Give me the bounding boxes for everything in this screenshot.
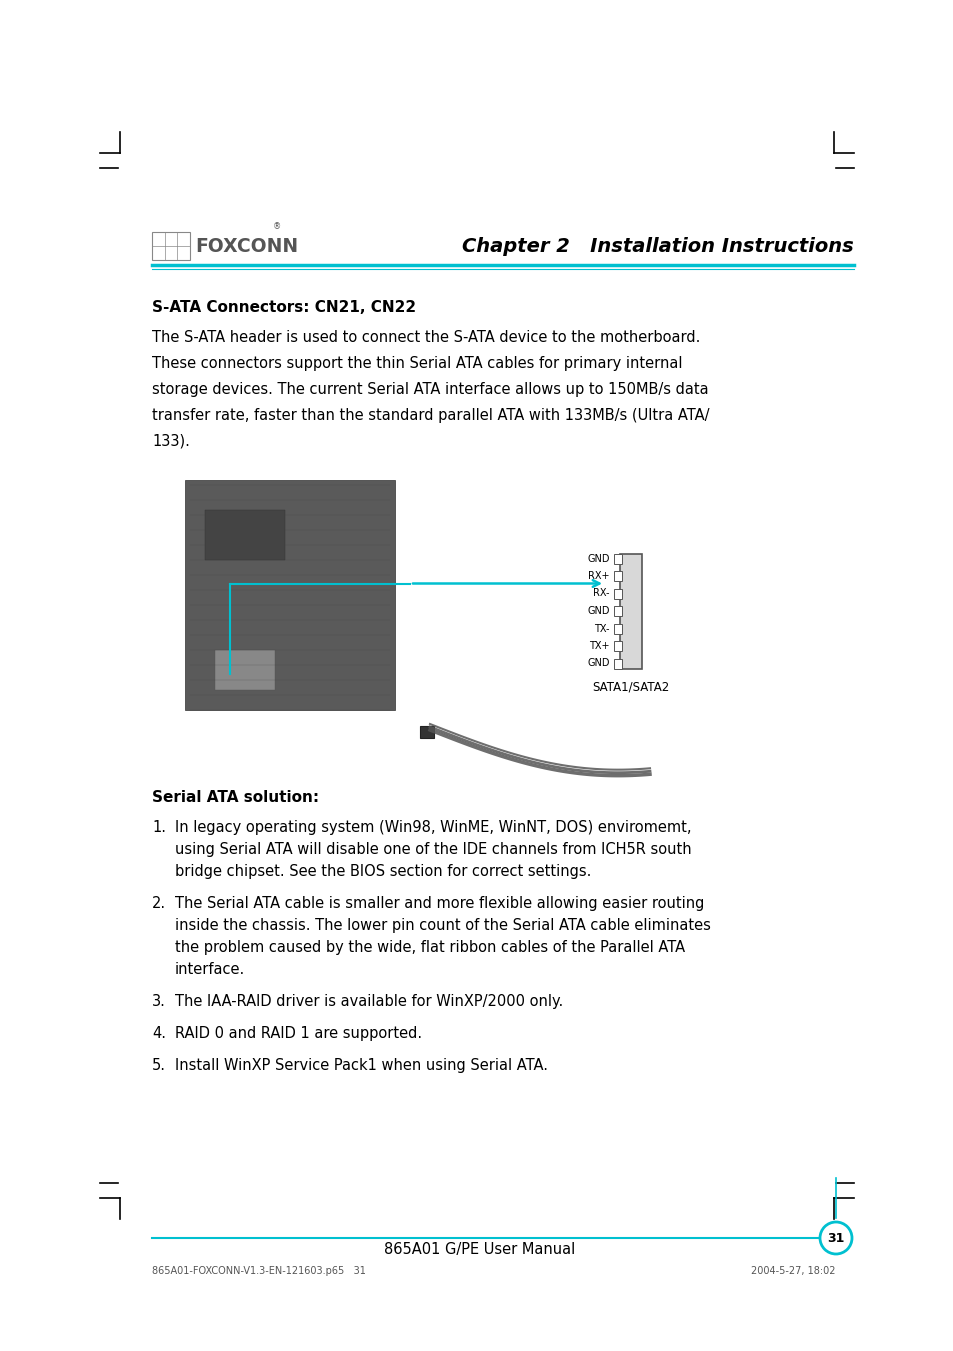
Bar [614, 658, 621, 669]
Text: 133).: 133). [152, 434, 190, 449]
Text: using Serial ATA will disable one of the IDE channels from ICH5R south: using Serial ATA will disable one of the… [174, 842, 691, 857]
Text: storage devices. The current Serial ATA interface allows up to 150MB/s data: storage devices. The current Serial ATA … [152, 382, 708, 397]
Circle shape [820, 1223, 851, 1254]
Text: Install WinXP Service Pack1 when using Serial ATA.: Install WinXP Service Pack1 when using S… [174, 1058, 547, 1073]
Text: 2004-5-27, 18:02: 2004-5-27, 18:02 [751, 1266, 835, 1275]
Text: RAID 0 and RAID 1 are supported.: RAID 0 and RAID 1 are supported. [174, 1025, 421, 1042]
Text: 865A01-FOXCONN-V1.3-EN-121603.p65   31: 865A01-FOXCONN-V1.3-EN-121603.p65 31 [152, 1266, 366, 1275]
Text: TX+: TX+ [589, 640, 609, 651]
Bar [419, 725, 434, 738]
Bar [614, 607, 621, 616]
Bar [205, 509, 285, 561]
Text: transfer rate, faster than the standard parallel ATA with 133MB/s (Ultra ATA/: transfer rate, faster than the standard … [152, 408, 709, 423]
Text: 31: 31 [826, 1232, 843, 1244]
Text: In legacy operating system (Win98, WinME, WinNT, DOS) enviromemt,: In legacy operating system (Win98, WinME… [174, 820, 691, 835]
Bar [614, 640, 621, 651]
Text: RX+: RX+ [588, 571, 609, 581]
Text: 2.: 2. [152, 896, 166, 911]
Bar [614, 554, 621, 563]
Text: the problem caused by the wide, flat ribbon cables of the Parallel ATA: the problem caused by the wide, flat rib… [174, 940, 684, 955]
Text: interface.: interface. [174, 962, 245, 977]
Text: ®: ® [273, 222, 281, 231]
Bar [614, 589, 621, 598]
Text: The S-ATA header is used to connect the S-ATA device to the motherboard.: The S-ATA header is used to connect the … [152, 330, 700, 345]
Bar [185, 480, 395, 711]
Bar [152, 232, 190, 259]
Text: 1.: 1. [152, 820, 166, 835]
Text: inside the chassis. The lower pin count of the Serial ATA cable eliminates: inside the chassis. The lower pin count … [174, 917, 710, 934]
Text: GND: GND [587, 607, 609, 616]
Text: FOXCONN: FOXCONN [194, 236, 297, 255]
Text: These connectors support the thin Serial ATA cables for primary internal: These connectors support the thin Serial… [152, 357, 681, 372]
Text: Chapter 2   Installation Instructions: Chapter 2 Installation Instructions [462, 236, 853, 255]
Bar [214, 650, 274, 690]
Bar [614, 624, 621, 634]
Text: The Serial ATA cable is smaller and more flexible allowing easier routing: The Serial ATA cable is smaller and more… [174, 896, 703, 911]
Text: Serial ATA solution:: Serial ATA solution: [152, 790, 319, 805]
Text: RX-: RX- [593, 589, 609, 598]
Text: 5.: 5. [152, 1058, 166, 1073]
Text: S-ATA Connectors: CN21, CN22: S-ATA Connectors: CN21, CN22 [152, 300, 416, 315]
Bar [614, 571, 621, 581]
Text: bridge chipset. See the BIOS section for correct settings.: bridge chipset. See the BIOS section for… [174, 865, 591, 880]
Text: 865A01 G/PE User Manual: 865A01 G/PE User Manual [384, 1242, 575, 1256]
Text: TX-: TX- [594, 624, 609, 634]
Text: 4.: 4. [152, 1025, 166, 1042]
Bar [619, 554, 641, 669]
Text: 3.: 3. [152, 994, 166, 1009]
Text: SATA1/SATA2: SATA1/SATA2 [592, 681, 669, 693]
Text: The IAA-RAID driver is available for WinXP/2000 only.: The IAA-RAID driver is available for Win… [174, 994, 562, 1009]
Text: GND: GND [587, 554, 609, 563]
Text: GND: GND [587, 658, 609, 669]
